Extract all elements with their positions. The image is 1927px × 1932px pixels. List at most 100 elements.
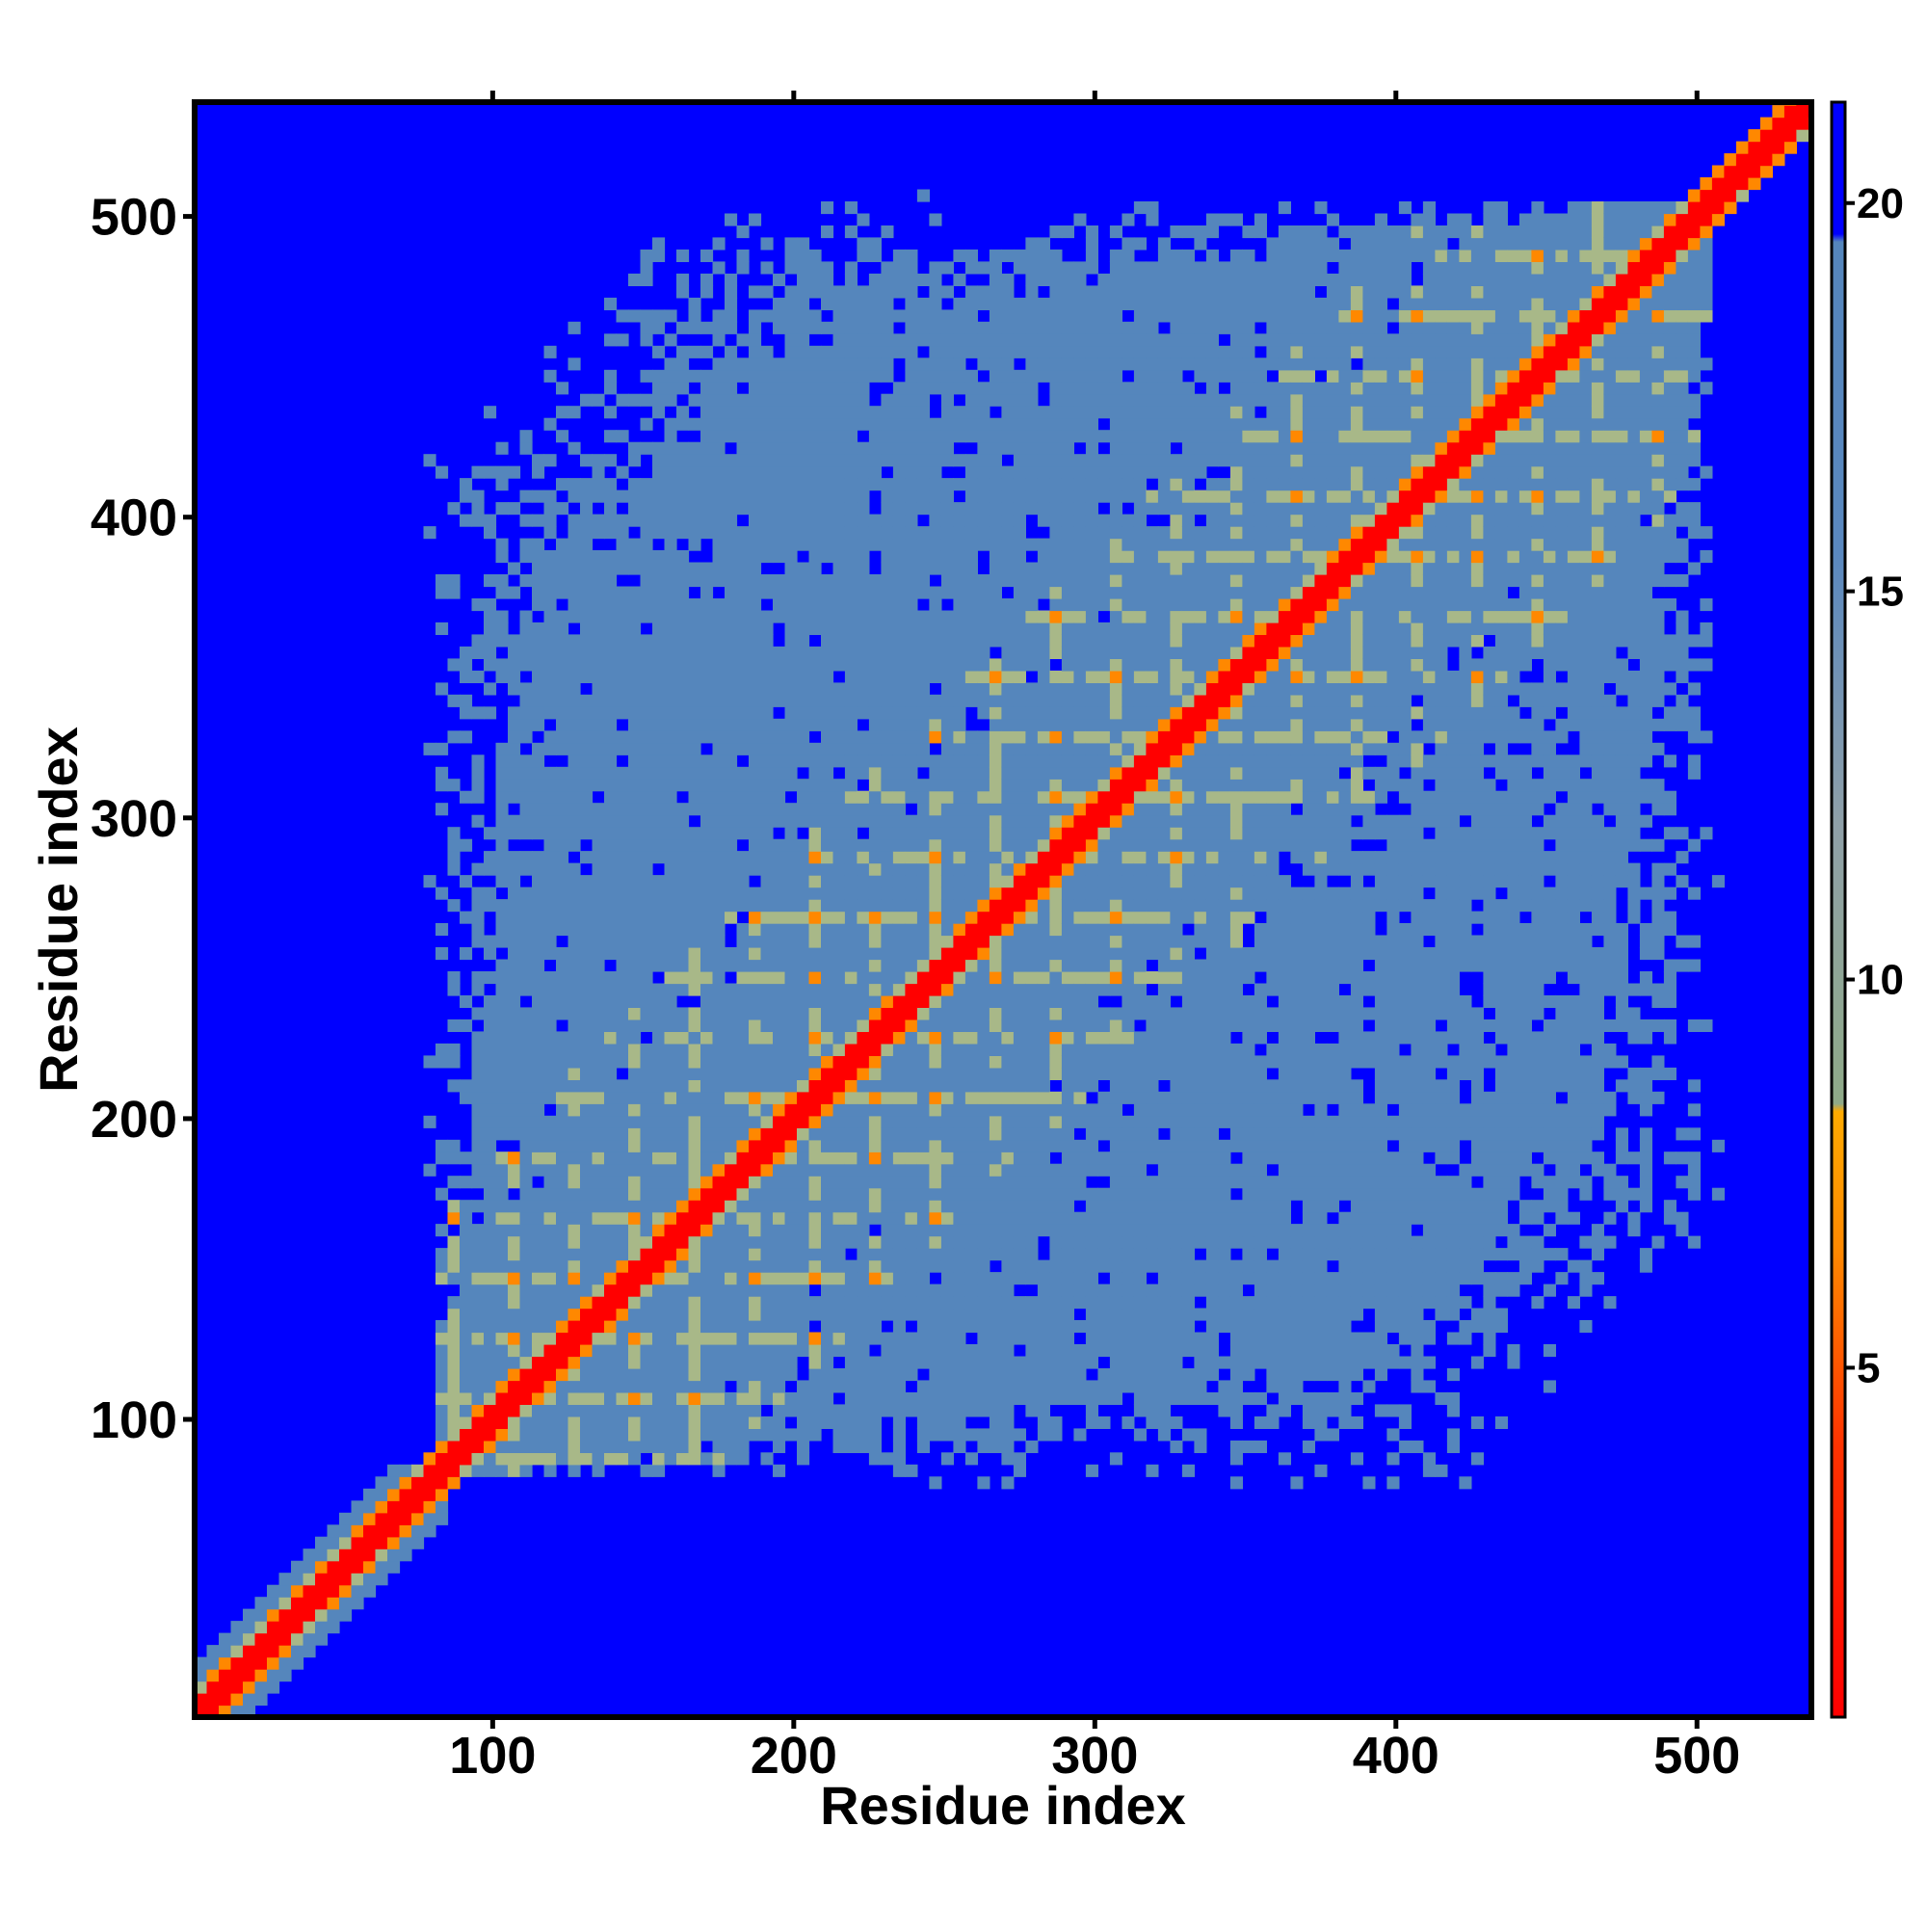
heatmap-cell: [1001, 1067, 1015, 1080]
heatmap-cell: [844, 382, 858, 395]
heatmap-cell: [556, 1151, 569, 1165]
heatmap-cell: [977, 1440, 990, 1453]
heatmap-cell: [808, 1272, 822, 1285]
heatmap-cell: [821, 1380, 834, 1393]
heatmap-cell: [1061, 947, 1074, 961]
heatmap-cell: [1037, 1031, 1050, 1045]
heatmap-cell: [1001, 1404, 1015, 1417]
heatmap-cell: [712, 994, 726, 1008]
heatmap-cell: [844, 526, 858, 540]
heatmap-cell: [495, 1200, 509, 1213]
heatmap-cell: [1013, 1356, 1026, 1369]
heatmap-cell: [712, 862, 726, 876]
heatmap-cell: [640, 1200, 653, 1213]
heatmap-cell: [640, 827, 653, 840]
heatmap-cell: [652, 1332, 666, 1345]
heatmap-cell: [688, 1079, 701, 1093]
heatmap-cell: [447, 1019, 461, 1032]
heatmap-cell: [892, 514, 906, 527]
heatmap-cell: [616, 333, 629, 347]
heatmap-cell: [844, 862, 858, 876]
heatmap-cell: [916, 1103, 930, 1117]
heatmap-cell: [664, 1320, 677, 1334]
heatmap-cell: [688, 369, 701, 383]
heatmap-cell: [471, 1031, 485, 1045]
heatmap-cell: [857, 887, 870, 900]
heatmap-cell: [604, 1031, 618, 1045]
heatmap-cell: [568, 1019, 581, 1032]
heatmap-cell: [688, 1019, 701, 1032]
heatmap-cell: [676, 658, 690, 672]
heatmap-cell: [1061, 454, 1074, 467]
heatmap-cell: [1097, 1043, 1111, 1056]
heatmap-cell: [688, 1187, 701, 1201]
heatmap-cell: [749, 779, 762, 792]
heatmap-cell: [568, 634, 581, 648]
heatmap-cell: [760, 1043, 774, 1056]
heatmap-cell: [303, 1573, 316, 1586]
heatmap-cell: [989, 526, 1002, 540]
heatmap-cell: [892, 1344, 906, 1358]
heatmap-cell: [905, 1115, 918, 1128]
heatmap-cell: [532, 1115, 545, 1128]
heatmap-cell: [556, 718, 569, 731]
heatmap-cell: [604, 718, 618, 731]
heatmap-cell: [1049, 225, 1063, 239]
heatmap-cell: [1013, 706, 1026, 720]
heatmap-cell: [543, 838, 557, 852]
heatmap-cell: [857, 742, 870, 755]
heatmap-cell: [832, 406, 846, 419]
heatmap-cell: [1037, 706, 1050, 720]
heatmap-cell: [628, 1391, 642, 1405]
heatmap-cell: [1025, 610, 1039, 623]
heatmap-cell: [964, 1235, 978, 1249]
heatmap-cell: [929, 1187, 942, 1201]
heatmap-cell: [989, 923, 1002, 937]
heatmap-cell: [821, 887, 834, 900]
heatmap-cell: [580, 574, 594, 588]
heatmap-cell: [508, 1272, 521, 1285]
heatmap-cell: [712, 1067, 726, 1080]
heatmap-cell: [580, 790, 594, 804]
heatmap-cell: [797, 574, 810, 588]
heatmap-cell: [929, 538, 942, 551]
heatmap-cell: [700, 441, 714, 455]
heatmap-cell: [821, 670, 834, 683]
heatmap-cell: [543, 851, 557, 864]
heatmap-cell: [495, 1127, 509, 1141]
heatmap-cell: [484, 526, 497, 540]
heatmap-cell: [628, 1176, 642, 1189]
heatmap-cell: [773, 923, 786, 937]
heatmap-cell: [868, 345, 882, 358]
heatmap-cell: [1013, 1176, 1026, 1189]
heatmap-cell: [676, 417, 690, 431]
heatmap-cell: [519, 827, 533, 840]
heatmap-cell: [1001, 514, 1015, 527]
heatmap-cell: [868, 333, 882, 347]
heatmap-cell: [1085, 646, 1098, 659]
heatmap-cell: [844, 766, 858, 780]
heatmap-cell: [868, 1296, 882, 1310]
heatmap-cell: [892, 1440, 906, 1453]
heatmap-cell: [1061, 887, 1074, 900]
heatmap-cell: [471, 1452, 485, 1466]
heatmap-cell: [447, 1235, 461, 1249]
heatmap-cell: [700, 1259, 714, 1273]
heatmap-cell: [964, 550, 978, 564]
heatmap-cell: [844, 417, 858, 431]
heatmap-cell: [315, 1608, 329, 1622]
heatmap-cell: [749, 478, 762, 491]
heatmap-cell: [519, 1308, 533, 1321]
heatmap-cell: [543, 827, 557, 840]
heatmap-cell: [736, 490, 750, 503]
heatmap-cell: [532, 983, 545, 996]
heatmap-cell: [977, 851, 990, 864]
heatmap-cell: [688, 670, 701, 683]
heatmap-cell: [760, 827, 774, 840]
heatmap-cell: [953, 1091, 966, 1104]
heatmap-cell: [784, 285, 798, 299]
heatmap-cell: [1073, 598, 1087, 612]
heatmap-cell: [508, 971, 521, 985]
heatmap-cell: [532, 586, 545, 599]
heatmap-cell: [604, 935, 618, 948]
